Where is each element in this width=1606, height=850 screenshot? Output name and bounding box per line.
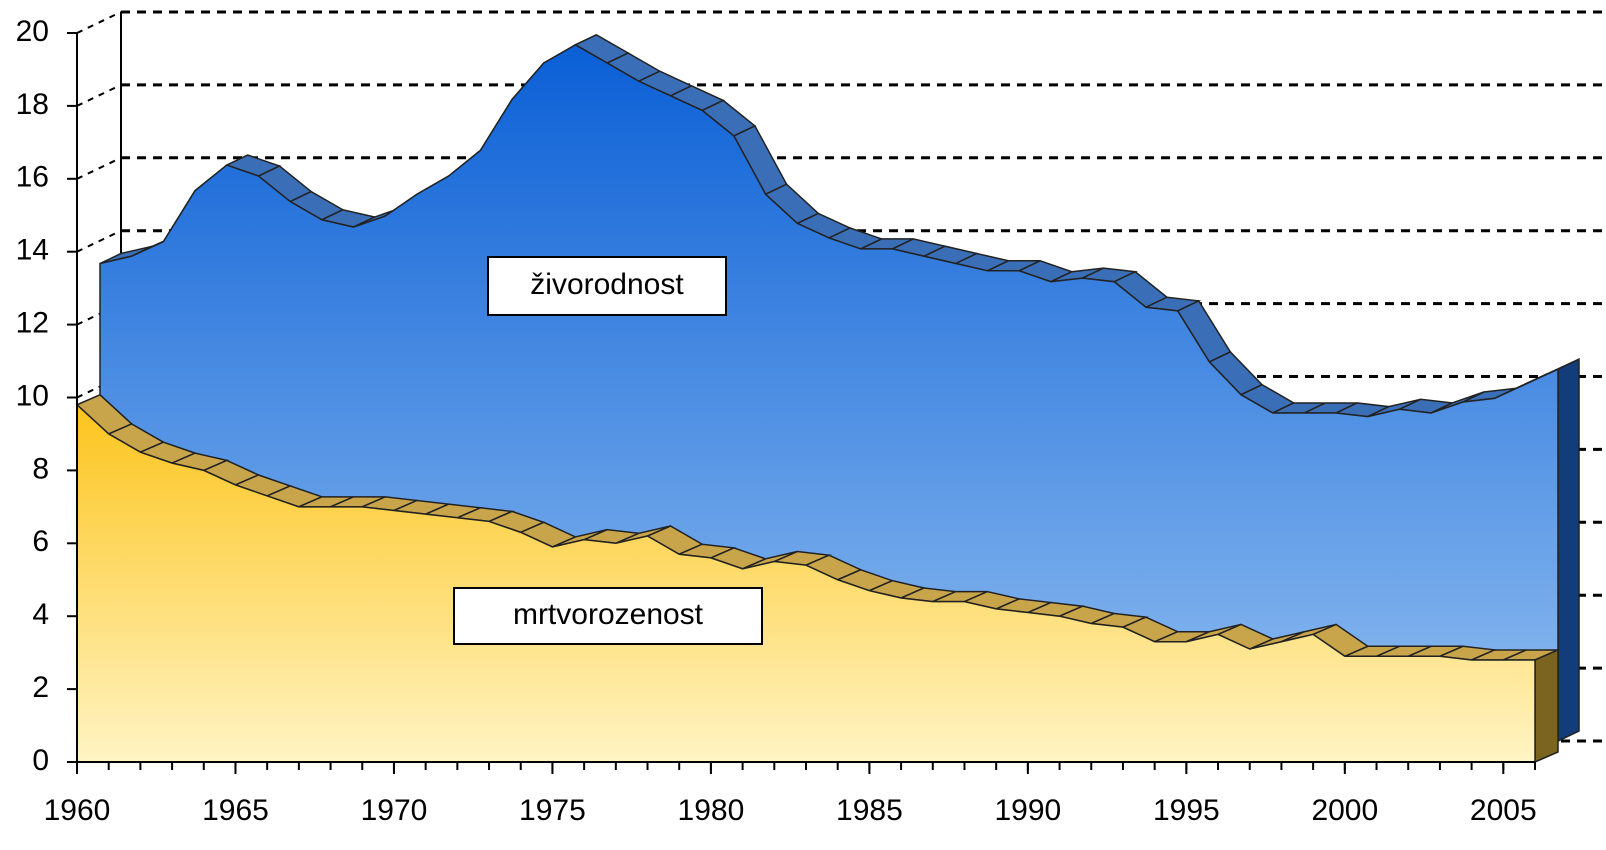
y-tick-label: 16	[16, 161, 49, 194]
area	[76, 403, 1536, 763]
x-tick-label: 1975	[519, 794, 586, 827]
x-tick-label: 1960	[44, 794, 111, 827]
x-tick-label: 1995	[1153, 794, 1220, 827]
series-label: živorodnost	[530, 268, 684, 301]
x-tick-label: 1965	[202, 794, 269, 827]
grid-connector	[76, 229, 122, 253]
x-tick-label: 1985	[836, 794, 903, 827]
x-tick-label: 2000	[1311, 794, 1378, 827]
y-tick-label: 6	[32, 525, 49, 558]
x-tick-label: 2005	[1470, 794, 1537, 827]
x-tick-label: 1980	[678, 794, 745, 827]
grid-connector	[76, 11, 122, 34]
area-side	[1534, 648, 1559, 764]
y-tick-label: 20	[16, 15, 49, 48]
grid-connector	[76, 156, 122, 180]
area-side	[1557, 358, 1580, 743]
y-tick-label: 2	[32, 671, 49, 704]
y-tick-label: 14	[16, 234, 49, 267]
label-box	[453, 587, 763, 645]
y-tick-label: 18	[16, 88, 49, 121]
y-tick-label: 4	[32, 598, 49, 631]
series-label: mrtvorozenost	[513, 598, 704, 631]
x-tick-label: 1990	[994, 794, 1061, 827]
grid-connector	[76, 83, 122, 107]
x-tick-label: 1970	[361, 794, 428, 827]
y-tick-label: 12	[16, 307, 49, 340]
y-tick-label: 8	[32, 452, 49, 485]
label-box	[487, 256, 727, 316]
y-tick-label: 0	[32, 744, 49, 777]
y-tick-label: 10	[16, 379, 49, 412]
